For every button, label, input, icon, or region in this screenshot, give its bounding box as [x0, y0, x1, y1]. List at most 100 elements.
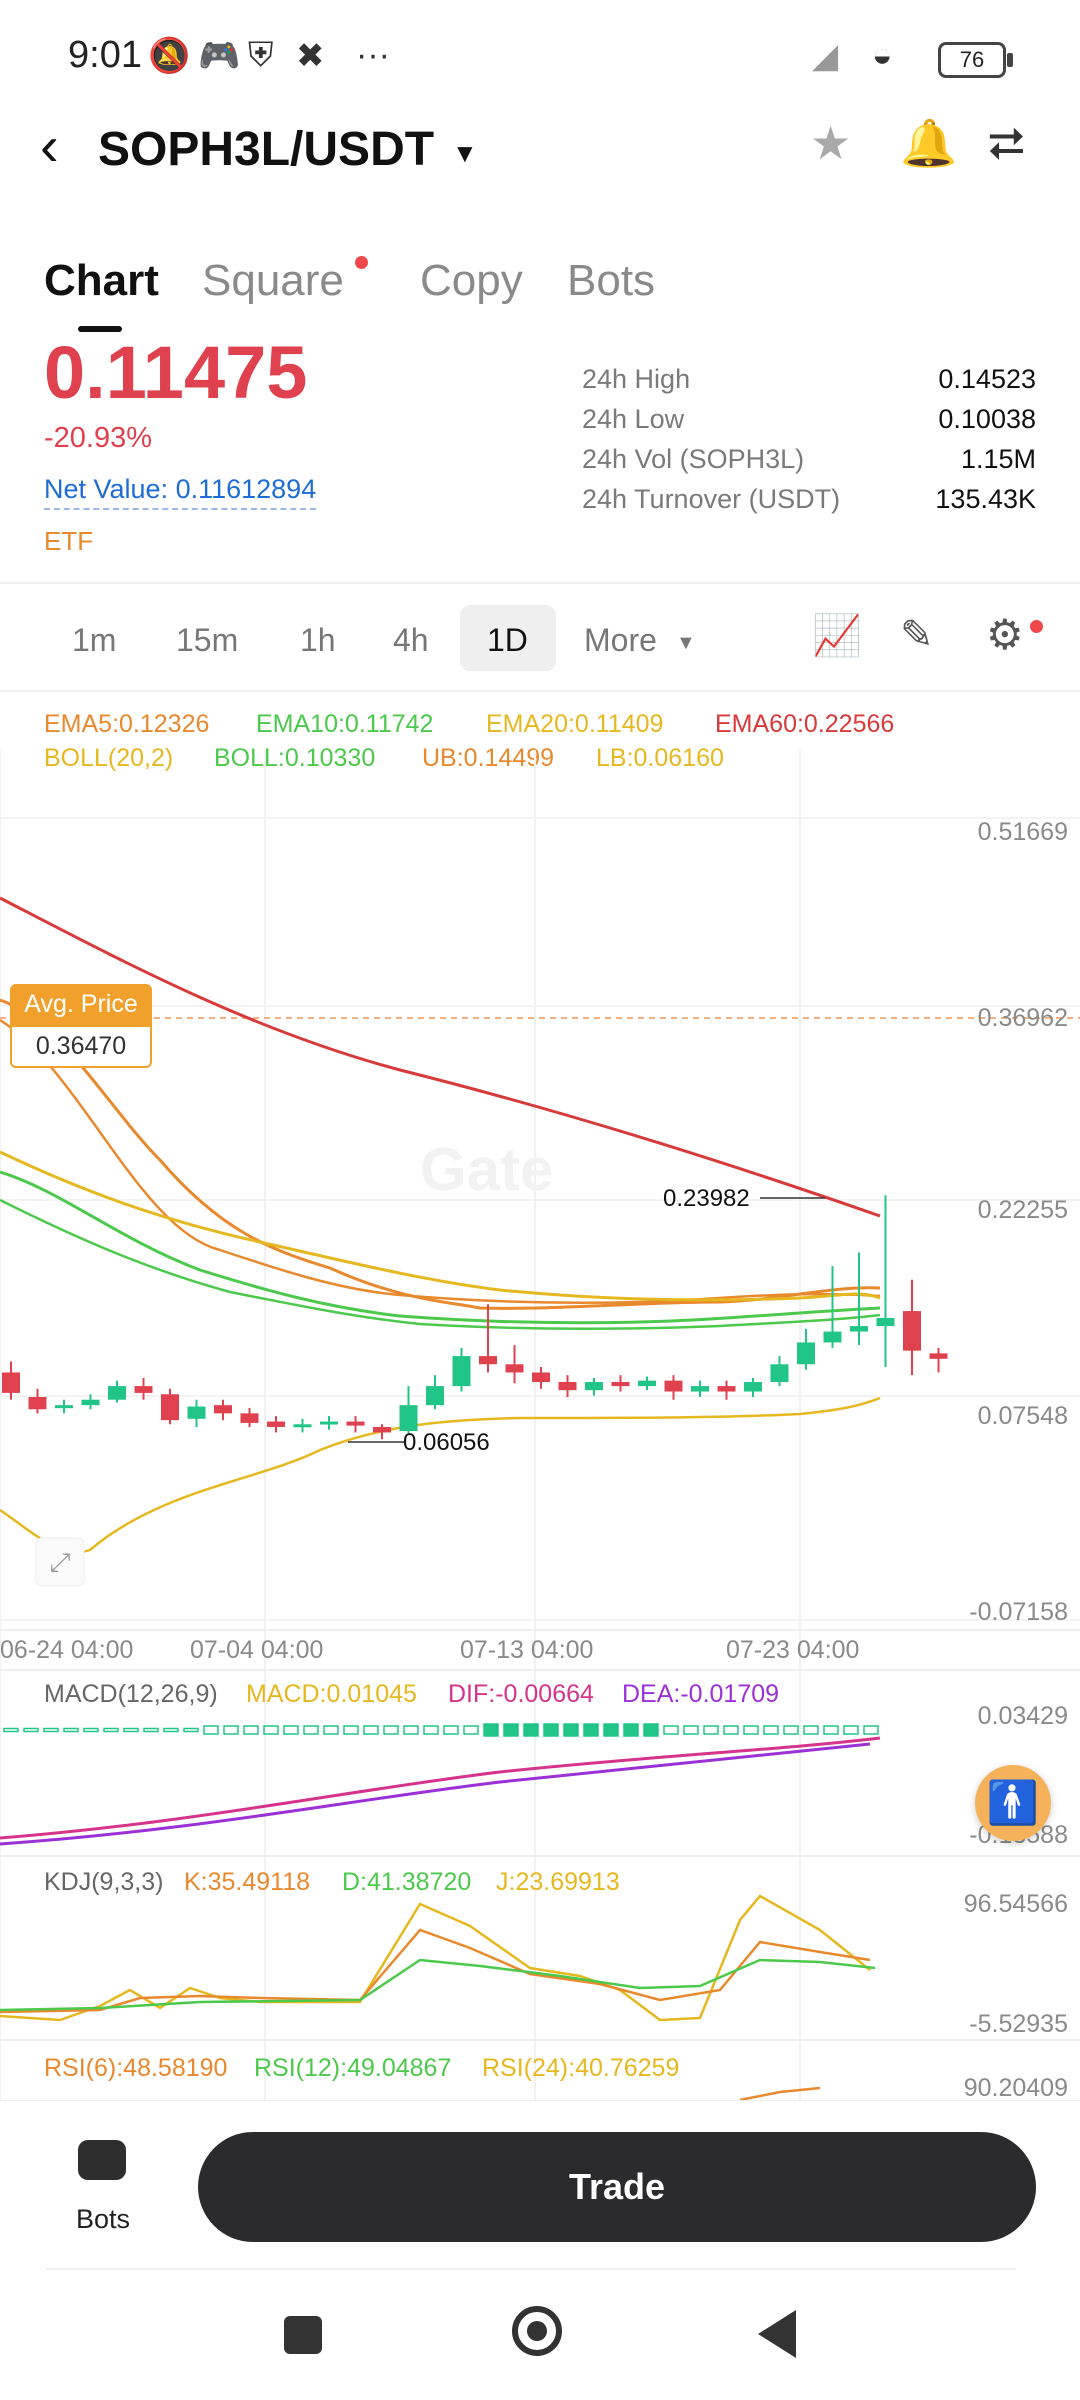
macd-bar: [43, 1727, 59, 1733]
back-button[interactable]: ‹: [40, 114, 59, 177]
boll-mid-line: [0, 1198, 881, 1331]
candle-body: [2, 1372, 20, 1393]
bell-icon[interactable]: 🔔: [900, 117, 958, 169]
pair-title[interactable]: SOPH3L/USDT: [98, 123, 435, 176]
timeframe-1m[interactable]: 1m: [72, 622, 117, 658]
expand-icon: [35, 1537, 85, 1587]
dif-value: DIF:-0.00664: [448, 1680, 594, 1708]
macd-bar: [23, 1727, 39, 1733]
macd-bar: [463, 1725, 479, 1735]
last-price: 0.11475: [44, 331, 308, 414]
kdj-axis-label: 96.54566: [964, 1890, 1068, 1918]
section-divider: [0, 582, 1080, 584]
macd-bar: [623, 1723, 639, 1737]
price-axis-label: 0.36962: [978, 1004, 1068, 1032]
draw-icon[interactable]: ✎: [900, 613, 934, 657]
macd-bar: [823, 1725, 839, 1735]
tab-copy[interactable]: Copy: [420, 256, 523, 305]
candle-body: [134, 1386, 153, 1393]
candle-body: [81, 1399, 100, 1406]
stat-label-low: 24h Low: [582, 404, 685, 434]
time-axis-label: 07-04 04:00: [190, 1636, 323, 1664]
gamepad-icon: 🎮: [198, 37, 241, 75]
macd-bar: [223, 1725, 239, 1735]
bottom-divider: [46, 2268, 1016, 2270]
candle-body: [611, 1381, 630, 1387]
accessibility-float-button[interactable]: 🚹: [975, 1765, 1051, 1841]
bots-robot-icon[interactable]: [78, 2140, 126, 2180]
recent-apps-button[interactable]: [284, 2316, 322, 2354]
share-icon[interactable]: ⮂: [988, 117, 1025, 169]
price-axis-label: 0.07548: [978, 1402, 1068, 1430]
candle-body: [797, 1342, 815, 1365]
star-icon[interactable]: ★: [810, 117, 852, 169]
net-value-link[interactable]: Net Value: 0.11612894: [44, 474, 317, 510]
timeframe-1d[interactable]: 1D: [487, 622, 528, 658]
tab-square[interactable]: Square: [202, 256, 344, 305]
ema20-label: EMA20:0.11409: [486, 710, 664, 738]
candle-body: [240, 1413, 259, 1423]
price-axis-label: -0.07158: [969, 1598, 1068, 1626]
avg-price-value: 0.36470: [10, 1025, 152, 1068]
stat-value-vol: 1.15M: [960, 444, 1036, 474]
timeframe-more[interactable]: More: [584, 622, 657, 658]
ema60-label: EMA60:0.22566: [715, 710, 895, 738]
more-chevron-icon[interactable]: ▼: [676, 632, 696, 654]
candle-body: [267, 1421, 285, 1427]
stat-label-vol: 24h Vol (SOPH3L): [582, 444, 805, 474]
candle-body: [929, 1353, 948, 1359]
tab-bots[interactable]: Bots: [567, 256, 656, 305]
boll-value-label: BOLL:0.10330: [214, 744, 376, 772]
kline-chart[interactable]: Gate 0.23982 0.06056 0.51669 0.36962 0.2…: [0, 690, 1080, 2100]
ema10-line: [0, 1170, 881, 1325]
macd-bar: [163, 1727, 179, 1733]
time-axis-label: 06-24 04:00: [0, 1636, 133, 1664]
candle-body: [876, 1317, 895, 1327]
candle-body: [479, 1356, 497, 1365]
macd-bar: [83, 1727, 99, 1733]
stat-value-low: 0.10038: [938, 404, 1036, 434]
etf-badge: ETF: [44, 526, 94, 556]
dif-line: [0, 1736, 881, 1840]
macd-bar: [783, 1725, 799, 1735]
rsi-line: [739, 2086, 821, 2100]
ub-label: UB:0.14499: [422, 744, 555, 772]
price-axis-label: 0.22255: [978, 1196, 1068, 1224]
candle-body: [558, 1381, 577, 1391]
macd-title: MACD(12,26,9): [44, 1680, 218, 1708]
candle-body: [293, 1424, 312, 1428]
candle-body: [532, 1372, 550, 1382]
tab-chart[interactable]: Chart: [44, 256, 159, 305]
timeframe-1h[interactable]: 1h: [300, 622, 336, 658]
dea-line: [0, 1742, 871, 1846]
settings-icon[interactable]: ⚙: [986, 611, 1024, 658]
candle-body: [28, 1396, 47, 1410]
boll-label: BOLL(20,2): [44, 744, 174, 772]
trade-button[interactable]: Trade: [198, 2132, 1036, 2242]
macd-bar: [743, 1725, 759, 1735]
macd-bar: [603, 1723, 619, 1737]
bots-label[interactable]: Bots: [76, 2204, 131, 2234]
price-change: -20.93%: [44, 422, 153, 454]
rsi6-value: RSI(6):48.58190: [44, 2054, 227, 2082]
back-nav-button[interactable]: [758, 2310, 796, 2358]
timeframe-4h[interactable]: 4h: [393, 622, 429, 658]
signal-icon: ◢: [812, 37, 839, 75]
candle-body: [585, 1381, 603, 1391]
macd-bar: [203, 1725, 219, 1735]
timeframe-15m[interactable]: 15m: [176, 622, 239, 658]
chevron-down-icon[interactable]: ▼: [452, 138, 478, 168]
macd-bar: [103, 1727, 119, 1733]
price-axis-label: 0.51669: [978, 818, 1068, 846]
home-button[interactable]: [512, 2306, 562, 2356]
stat-label-turnover: 24h Turnover (USDT): [582, 484, 841, 514]
app-icon: ✖: [296, 37, 325, 75]
candle-body: [426, 1386, 444, 1406]
macd-bar: [843, 1725, 859, 1735]
candle-body: [664, 1380, 683, 1392]
indicator-icon[interactable]: 📈: [812, 614, 862, 658]
lb-label: LB:0.06160: [596, 744, 724, 772]
macd-bar: [703, 1725, 719, 1735]
candle-body: [320, 1421, 338, 1425]
watermark-gate: Gate: [420, 1136, 553, 1203]
